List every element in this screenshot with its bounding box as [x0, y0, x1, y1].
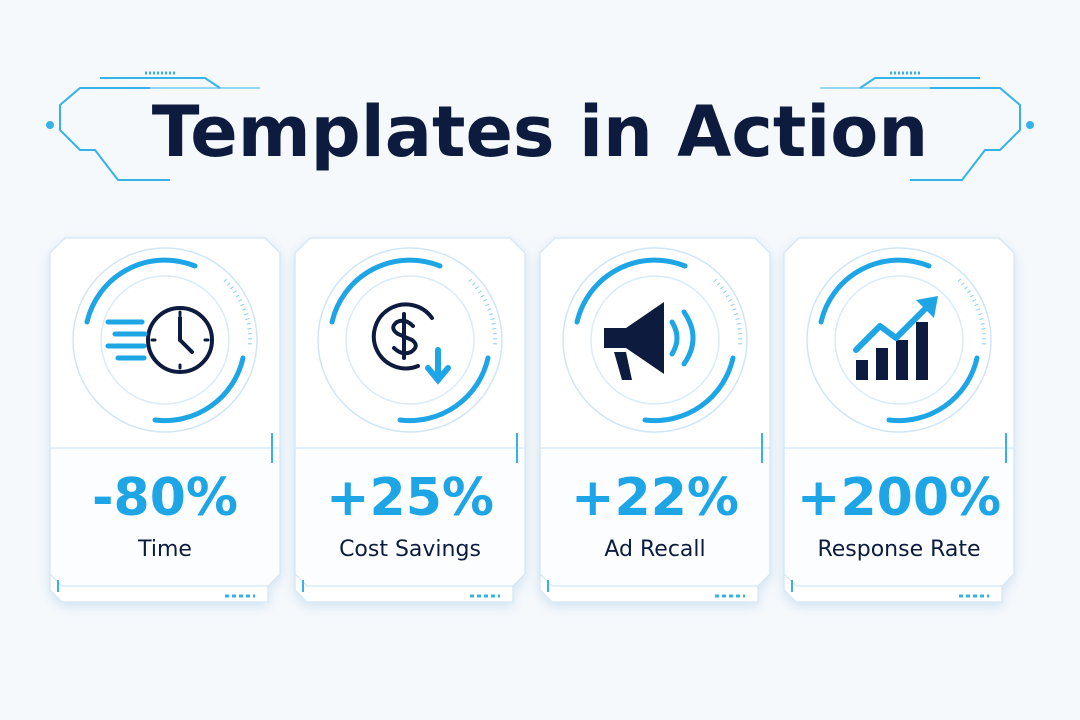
stat-value: +200% [797, 468, 1001, 528]
card-accent [57, 433, 273, 592]
title-frame [46, 71, 1034, 181]
ring-ticks [957, 278, 987, 346]
card: +200% Response Rate [783, 237, 1015, 603]
icon-growth [853, 296, 938, 380]
ring-arc [84, 257, 198, 325]
ring-arc [886, 355, 980, 424]
ring-arc [818, 257, 932, 325]
card-panel [539, 447, 771, 587]
ring-outer [72, 247, 258, 433]
card-accent [547, 433, 763, 592]
card-panel [783, 447, 1015, 587]
ring-outer [806, 247, 992, 433]
icon-dollar [371, 302, 451, 385]
stat-value: +25% [326, 468, 494, 528]
stat-label: Response Rate [817, 537, 980, 562]
stat-label: Ad Recall [604, 537, 705, 562]
card-panel [49, 447, 281, 587]
ring-arc [329, 257, 443, 325]
ring-arc [574, 257, 688, 325]
stat-value: -80% [92, 468, 238, 528]
ring-arc [152, 355, 246, 424]
stat-value: +22% [571, 468, 739, 528]
stat-label: Cost Savings [339, 537, 481, 562]
card-accent [302, 433, 518, 592]
ring-ticks [223, 278, 253, 346]
ring-outer [562, 247, 748, 433]
stat-label: Time [137, 537, 192, 562]
ring-inner [100, 275, 230, 405]
icon-clock [105, 306, 214, 374]
icon-megaphone [604, 302, 696, 380]
card: +22% Ad Recall [539, 237, 771, 603]
card-panel [294, 447, 526, 587]
ring-ticks [713, 278, 743, 346]
card: -80% Time [49, 237, 281, 603]
ring-ticks [468, 278, 498, 346]
ring-outer [317, 247, 503, 433]
card: +25% Cost Savings [294, 237, 526, 603]
ring-arc [397, 355, 491, 424]
card-accent [791, 433, 1007, 592]
cards: -80% Time +25% Cost Savings +22% Ad Recall +20… [49, 237, 1015, 603]
ring-arc [642, 355, 736, 424]
title: Templates in Action [152, 91, 928, 173]
